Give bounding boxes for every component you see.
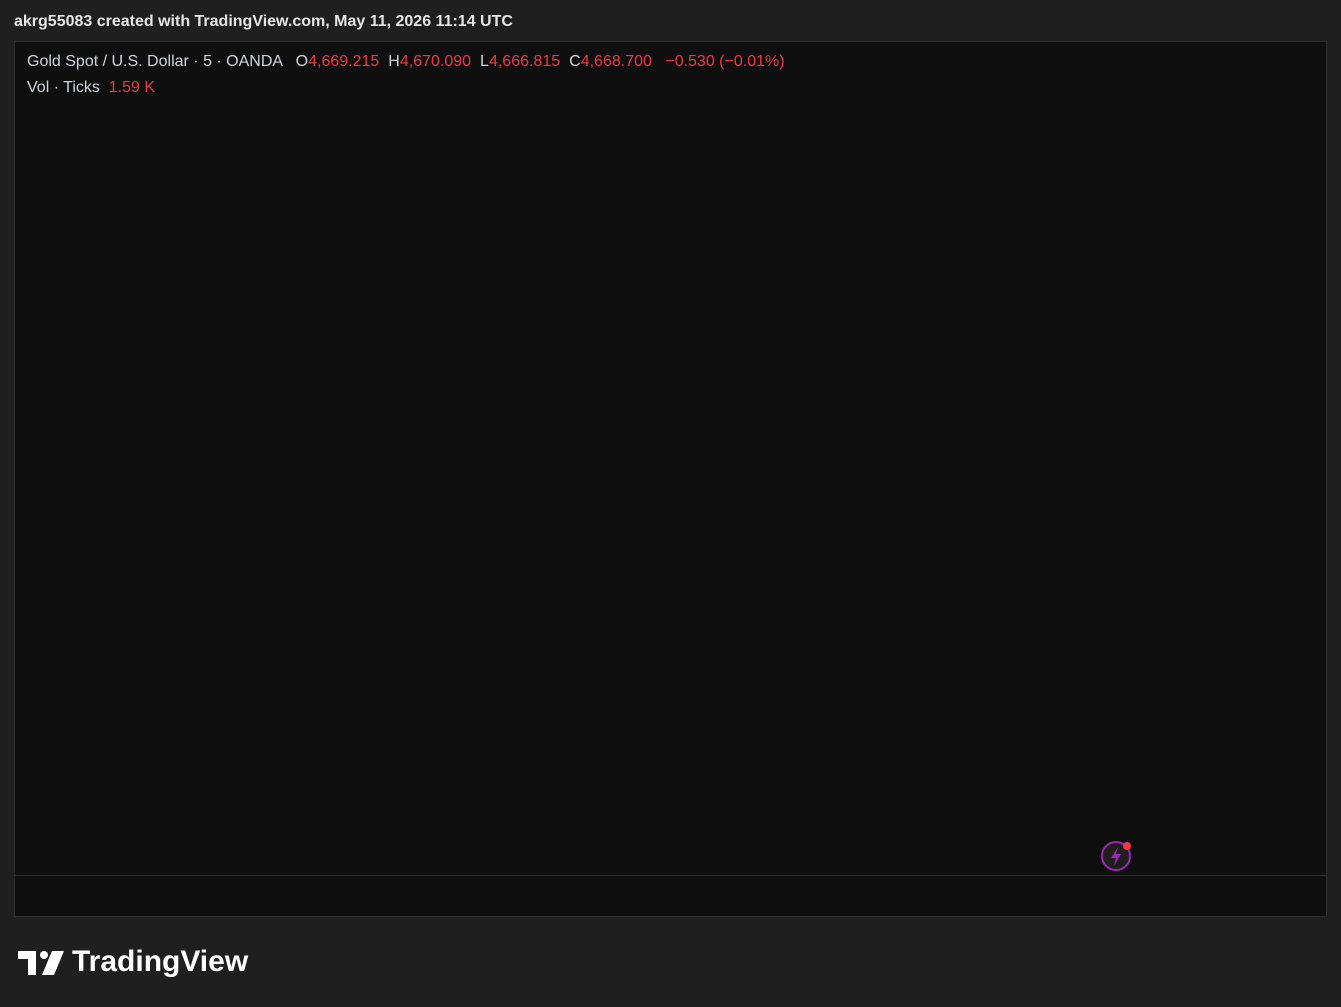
header-text: akrg55083 created with TradingView.com, … bbox=[14, 13, 513, 30]
legend-volume-value: 1.59 K bbox=[108, 79, 156, 96]
legend-symbol: Gold Spot / U.S. Dollar · 5 · OANDA bbox=[27, 53, 283, 70]
legend-text: 4,668.700 bbox=[580, 53, 652, 70]
alert-icon bbox=[1101, 841, 1131, 871]
chart-pane bbox=[14, 41, 1327, 917]
legend-key: L bbox=[480, 53, 489, 70]
legend-text: 4,669.215 bbox=[308, 53, 380, 70]
legend-key: H bbox=[388, 53, 400, 70]
legend-text: 4,670.090 bbox=[399, 53, 472, 70]
legend-ohlc: O4,669.215 H4,670.090 L4,666.815 C4,668.700 bbox=[287, 53, 661, 70]
legend-key: O bbox=[295, 53, 309, 70]
legend-text: 4,666.815 bbox=[488, 53, 561, 70]
legend-volume-name: Vol · Ticks bbox=[27, 79, 100, 96]
legend-change: −0.530 (−0.01%) bbox=[665, 53, 785, 70]
legend-key: C bbox=[569, 53, 581, 70]
legend-row: Gold Spot / U.S. Dollar · 5 · OANDA O4,6… bbox=[27, 53, 785, 71]
brand-text: TradingView bbox=[72, 945, 249, 978]
brand-logo bbox=[18, 951, 64, 975]
legend-volume-row: Vol · Ticks 1.59 K bbox=[27, 79, 155, 97]
